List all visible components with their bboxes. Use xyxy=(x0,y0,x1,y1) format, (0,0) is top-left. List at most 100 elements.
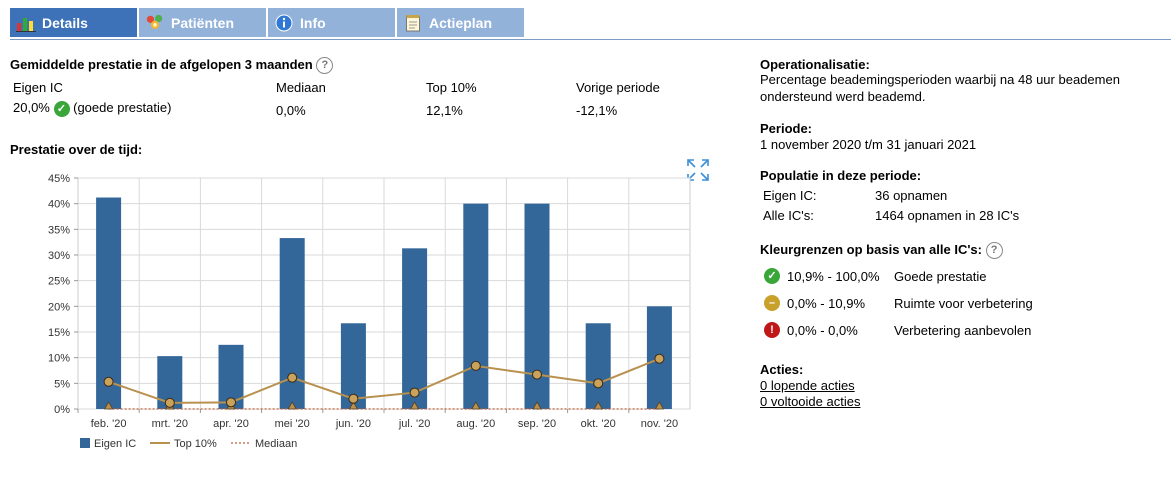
top10-value: 12,1% xyxy=(426,103,463,118)
notepad-icon xyxy=(403,13,423,33)
y-tick-label: 40% xyxy=(48,199,70,211)
bar-eigen-ic xyxy=(585,323,611,409)
kleurgrens-verbetering-range: 0,0% - 0,0% xyxy=(787,323,858,338)
tab-divider xyxy=(10,39,1171,40)
populatie-alle-value: 1464 opnamen in 28 IC's xyxy=(875,208,1020,223)
bar-chart-icon xyxy=(16,13,36,33)
legend-label-median: Mediaan xyxy=(255,438,297,450)
x-tick-label: feb. '20 xyxy=(91,418,127,430)
kleurgrens-ruimte-row: – xyxy=(764,294,780,311)
x-tick-label: mrt. '20 xyxy=(152,418,188,430)
summary-title-text: Gemiddelde prestatie in de afgelopen 3 m… xyxy=(10,57,313,72)
info-icon xyxy=(274,13,294,33)
tab-info-label: Info xyxy=(300,14,326,31)
operationalisatie-line1: Percentage beademingsperioden waarbij na… xyxy=(760,72,1120,87)
bar-eigen-ic xyxy=(402,248,428,409)
help-icon[interactable]: ? xyxy=(316,57,334,75)
periode-title: Periode: xyxy=(760,121,813,136)
kleurgrens-verbetering-row: ! xyxy=(764,321,780,338)
check-icon: ✓ xyxy=(53,100,70,117)
bar-eigen-ic xyxy=(279,238,305,409)
col-eigen-ic-header: Eigen IC xyxy=(13,80,63,95)
tab-bar: Details Patiënten Info xyxy=(10,8,526,38)
legend-label-eigen-ic: Eigen IC xyxy=(94,438,136,450)
median-marker xyxy=(532,401,542,410)
lopende-acties-link[interactable]: 0 lopende acties xyxy=(760,378,855,393)
bar-eigen-ic xyxy=(96,197,122,409)
help-icon[interactable]: ? xyxy=(985,242,1003,260)
y-tick-label: 45% xyxy=(48,173,70,185)
kleurgrens-goed-label: Goede prestatie xyxy=(894,269,987,284)
eigen-ic-value-row: 20,0% ✓ (goede prestatie) xyxy=(13,100,171,117)
top10-line xyxy=(108,357,660,404)
top10-point xyxy=(532,369,542,380)
col-vorige-header: Vorige periode xyxy=(576,80,660,95)
median-marker xyxy=(471,401,481,410)
x-tick-label: apr. '20 xyxy=(213,418,249,430)
acties-title: Acties: xyxy=(760,362,804,377)
operationalisatie-title: Operationalisatie: xyxy=(760,57,870,72)
populatie-eigen-value: 36 opnamen xyxy=(875,188,948,203)
col-mediaan-header: Mediaan xyxy=(276,80,326,95)
median-marker xyxy=(409,401,420,410)
top10-point xyxy=(470,360,481,371)
median-marker xyxy=(287,401,297,410)
tab-details[interactable]: Details xyxy=(10,8,137,37)
kleurgrens-ruimte-label: Ruimte voor verbetering xyxy=(894,296,1033,311)
mediaan-value: 0,0% xyxy=(276,103,306,118)
kleurgrenzen-title: Kleurgrenzen op basis van alle IC's: ? xyxy=(760,242,1003,260)
bar-line-chart: 0% 5% 10% 15% 20% 25% 30% 35% 40% 45% feb. '20 mrt.… xyxy=(48,173,691,450)
kleurgrens-verbetering-label: Verbetering aanbevolen xyxy=(894,323,1032,338)
x-tick-label: nov. '20 xyxy=(641,418,678,430)
x-tick-label: jul. '20 xyxy=(398,418,430,430)
populatie-eigen-label: Eigen IC: xyxy=(763,188,817,203)
top10-point xyxy=(287,372,298,383)
x-tick-label: aug. '20 xyxy=(456,418,495,430)
y-tick-label: 0% xyxy=(54,404,70,416)
tab-info[interactable]: Info xyxy=(268,8,395,37)
y-tick-label: 30% xyxy=(48,250,70,262)
top10-point xyxy=(164,397,175,408)
median-marker xyxy=(103,401,114,410)
median-marker xyxy=(654,401,665,410)
median-marker xyxy=(593,401,603,410)
x-tick-label: okt. '20 xyxy=(581,418,616,430)
top10-point xyxy=(226,397,236,408)
legend-label-top10: Top 10% xyxy=(174,438,217,450)
x-tick-label: mei '20 xyxy=(275,418,310,430)
operationalisatie-line2: ondersteund werd beademd. xyxy=(760,89,926,104)
vorige-periode-value: -12,1% xyxy=(576,103,618,118)
y-tick-label: 5% xyxy=(54,378,70,390)
x-tick-label: jun. '20 xyxy=(335,418,371,430)
kleurgrens-ruimte-range: 0,0% - 10,9% xyxy=(787,296,866,311)
tab-patienten[interactable]: Patiënten xyxy=(139,8,266,37)
summary-title: Gemiddelde prestatie in de afgelopen 3 m… xyxy=(10,57,334,75)
eigen-ic-value: 20,0% xyxy=(13,100,50,115)
people-icon xyxy=(145,13,165,33)
top10-point xyxy=(593,378,604,389)
y-tick-label: 20% xyxy=(48,301,70,313)
legend-swatch-eigen-ic xyxy=(80,438,90,448)
kleurgrenzen-title-text: Kleurgrenzen op basis van alle IC's: xyxy=(760,242,982,257)
top10-point xyxy=(654,353,665,364)
y-tick-label: 35% xyxy=(48,224,70,236)
kleurgrens-goed-range: 10,9% - 100,0% xyxy=(787,269,880,284)
top10-point xyxy=(409,387,420,398)
median-marker xyxy=(348,401,359,410)
eigen-ic-note: (goede prestatie) xyxy=(73,100,172,115)
y-tick-label: 25% xyxy=(48,276,70,288)
tab-details-label: Details xyxy=(42,14,88,31)
y-tick-label: 15% xyxy=(48,327,70,339)
top10-point xyxy=(348,393,359,404)
top10-point xyxy=(103,376,114,387)
voltooide-acties-link[interactable]: 0 voltooide acties xyxy=(760,394,861,409)
y-tick-label: 10% xyxy=(48,353,70,365)
minus-icon: – xyxy=(764,294,780,311)
populatie-title: Populatie in deze periode: xyxy=(760,168,922,183)
tab-actieplan[interactable]: Actieplan xyxy=(397,8,524,37)
populatie-alle-label: Alle IC's: xyxy=(763,208,814,223)
chart-title: Prestatie over de tijd: xyxy=(10,142,143,157)
periode-text: 1 november 2020 t/m 31 januari 2021 xyxy=(760,137,977,152)
tab-patienten-label: Patiënten xyxy=(171,14,235,31)
tab-actieplan-label: Actieplan xyxy=(429,14,493,31)
